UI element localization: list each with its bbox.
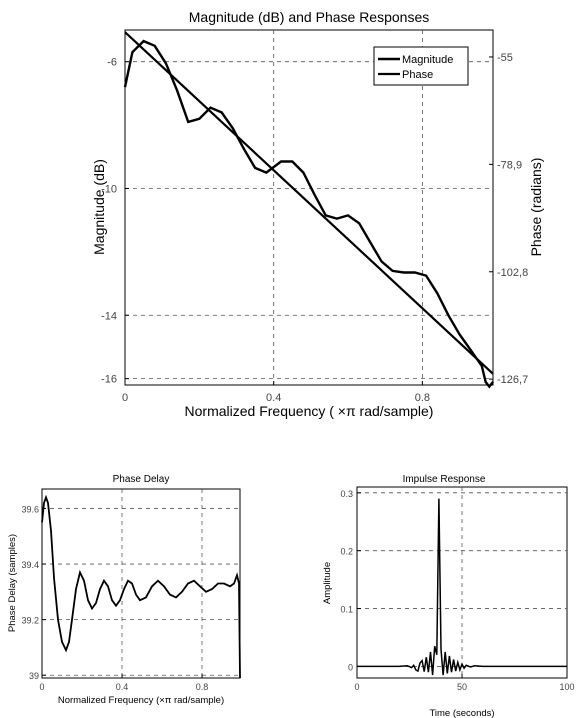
phase-line xyxy=(124,31,494,375)
y2-tick-label: -126,7 xyxy=(497,374,528,386)
phase-delay-title: Phase Delay xyxy=(113,474,170,485)
y-tick-label: 39.4 xyxy=(21,560,39,570)
phase-delay-x-axis-label: Normalized Frequency (×π rad/sample) xyxy=(58,695,224,706)
x-tick-label: 0.4 xyxy=(116,682,129,692)
phase-delay-chart: Phase Delay 0 0.4 0.8 39 39.2 39.4 39.6 Norma… xyxy=(7,474,241,706)
magnitude-line xyxy=(123,39,494,389)
y-tick-label: -6 xyxy=(107,57,117,69)
impulse-response-chart: Impulse Response 0 50 100 0 0.1 0.2 0.3 Time … xyxy=(322,474,575,718)
x-tick-label: 100 xyxy=(559,682,574,692)
y2-tick-label: -78,9 xyxy=(497,159,522,171)
impulse-response-x-ticks: 0 50 100 xyxy=(354,674,575,692)
y-tick-label: -10 xyxy=(101,183,117,195)
main-chart-title: Magnitude (dB) and Phase Responses xyxy=(189,9,429,25)
y-tick-label: -14 xyxy=(101,310,117,322)
impulse-response-title: Impulse Response xyxy=(403,474,486,485)
x-tick-label: 0.8 xyxy=(196,682,209,692)
main-y-axis-label: Magnitude (dB) xyxy=(91,159,107,255)
phase-delay-grid xyxy=(42,489,240,678)
main-x-axis-label: Normalized Frequency ( ×π rad/sample) xyxy=(185,403,434,419)
y-tick-label: 0.2 xyxy=(340,547,353,557)
y-tick-label: 0 xyxy=(348,662,353,672)
legend-box xyxy=(373,46,469,86)
y-tick-label: 39 xyxy=(29,671,39,681)
legend-phase-label: Phase xyxy=(402,69,433,81)
x-tick-label: 0 xyxy=(122,392,128,404)
phase-delay-line xyxy=(41,494,241,679)
x-tick-label: 0 xyxy=(354,682,359,692)
x-tick-label: 0 xyxy=(39,682,44,692)
x-tick-label: 0.8 xyxy=(415,392,430,404)
impulse-response-line xyxy=(357,498,567,676)
main-x-ticks: 0 0.4 0.8 xyxy=(122,381,430,404)
y-tick-label: 39.6 xyxy=(21,504,39,514)
y-tick-label: -16 xyxy=(101,374,117,386)
y2-tick-label: -102,8 xyxy=(497,267,528,279)
main-y2-axis-label: Phase (radians) xyxy=(528,158,544,257)
legend-magnitude-label: Magnitude xyxy=(402,54,453,66)
impulse-response-y-axis-label: Amplitude xyxy=(322,562,333,604)
main-chart: Magnitude (dB) and Phase Responses 0 0.4 0… xyxy=(91,9,544,419)
y-tick-label: 0.1 xyxy=(340,605,353,615)
y-tick-label: 39.2 xyxy=(21,616,39,626)
y2-tick-label: -55 xyxy=(497,52,513,64)
phase-delay-y-axis-label: Phase Delay (samples) xyxy=(7,534,18,632)
phase-delay-x-ticks: 0 0.4 0.8 xyxy=(39,674,208,692)
impulse-response-plot-area xyxy=(356,486,568,679)
impulse-response-x-axis-label: Time (seconds) xyxy=(429,708,494,718)
y-tick-label: 0.3 xyxy=(340,489,353,499)
x-tick-label: 50 xyxy=(457,682,467,692)
x-tick-label: 0.4 xyxy=(266,392,281,404)
main-y2-ticks: -55 -78,9 -102,8 -126,7 xyxy=(489,52,528,386)
legend: Magnitude Phase xyxy=(373,46,469,86)
main-y-ticks: -6 -10 -14 -16 xyxy=(101,57,129,386)
phase-delay-plot-area xyxy=(41,488,241,679)
